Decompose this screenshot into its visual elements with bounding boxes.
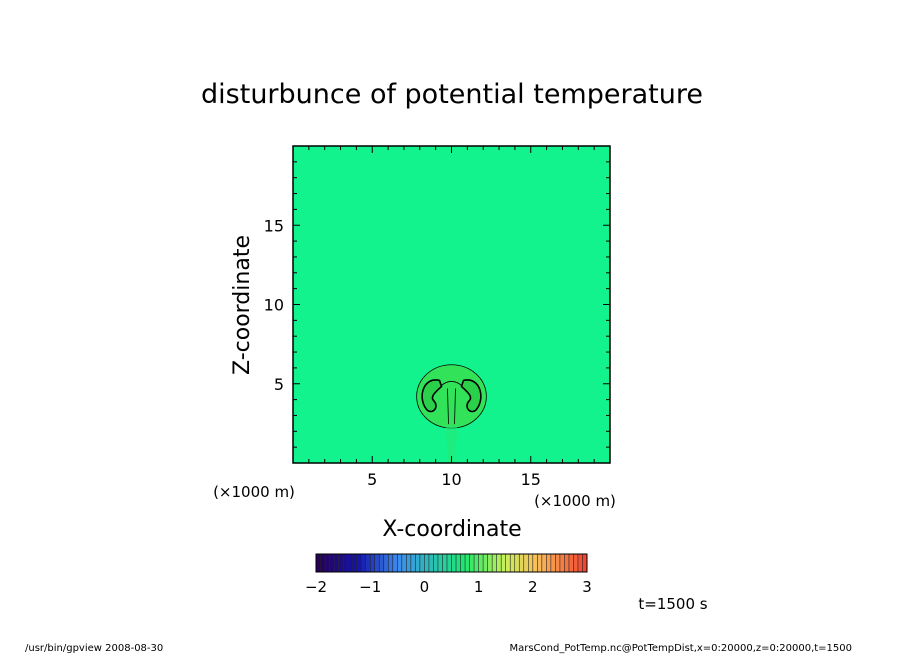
colorbar-stripe: [568, 554, 574, 572]
colorbar-stripe: [424, 554, 429, 572]
colorbar-stripe: [442, 554, 447, 572]
colorbar-stripe: [338, 554, 344, 572]
colorbar-stripe: [550, 554, 556, 572]
colorbar-stripe: [392, 554, 398, 572]
bubble-stem-contour: [447, 388, 456, 425]
colorbar-stripe: [559, 554, 565, 572]
colorbar-stripe: [523, 554, 529, 572]
colorbar-stripe: [325, 554, 330, 572]
colorbar-stripe: [329, 554, 335, 572]
colorbar-stripe: [519, 554, 524, 572]
colorbar-tick-label: 2: [528, 578, 538, 596]
colorbar-stripe: [410, 554, 416, 572]
colorbar-stripe: [546, 554, 551, 572]
colorbar-stripe: [483, 554, 488, 572]
x-tick-label: 5: [367, 470, 377, 489]
colorbar-stripe: [433, 554, 438, 572]
colorbar-stripe: [469, 554, 475, 572]
colorbar-stripe: [383, 554, 389, 572]
colorbar-stripe: [496, 554, 502, 572]
colorbar-tick-label: −1: [359, 578, 381, 596]
colorbar-stripe: [316, 554, 321, 572]
colorbar-stripe: [356, 554, 362, 572]
colorbar-stripe: [370, 554, 375, 572]
colorbar-tick-label: −2: [305, 578, 327, 596]
x-scale-note-right: (×1000 m): [534, 492, 616, 510]
colorbar-stripe: [501, 554, 506, 572]
bubble-left-lobe: [421, 379, 443, 413]
colorbar-stripe: [555, 554, 560, 572]
colorbar-stripe: [492, 554, 497, 572]
y-axis-label: Z-coordinate: [230, 235, 255, 375]
axis-ticks: 5 10 15 5 10 15: [264, 146, 610, 489]
colorbar-stripe: [487, 554, 493, 572]
colorbar-stripe: [460, 554, 466, 572]
colorbar-stripe: [419, 554, 425, 572]
colorbar-tick-label: 1: [474, 578, 484, 596]
time-label: t=1500 s: [638, 595, 707, 613]
thermal-bubble: [416, 364, 487, 463]
x-axis-label: X-coordinate: [382, 517, 521, 542]
plot-area: 5 10 15 5 10 15: [264, 145, 611, 489]
colorbar-stripe: [397, 554, 402, 572]
x-tick-label: 10: [441, 470, 461, 489]
colorbar-stripe: [415, 554, 420, 572]
colorbar-stripe: [343, 554, 348, 572]
colorbar-stripe: [532, 554, 538, 572]
colorbar-stripe: [541, 554, 547, 572]
colorbar-labels: −2 −1 0 1 2 3: [305, 578, 592, 596]
x-tick-label: 15: [521, 470, 541, 489]
colorbar-stripe: [365, 554, 371, 572]
colorbar-stripe: [474, 554, 479, 572]
colorbar-stripes: [315, 554, 587, 572]
colorbar-stripe: [401, 554, 407, 572]
colorbar-stripe: [510, 554, 515, 572]
colorbar-stripe: [374, 554, 380, 572]
colorbar-stripe: [352, 554, 357, 572]
colorbar-stripe: [528, 554, 533, 572]
colorbar-stripe: [465, 554, 470, 572]
colorbar-stripe: [406, 554, 411, 572]
colorbar-stripe: [514, 554, 520, 572]
colorbar-stripe: [451, 554, 457, 572]
colorbar-stripe: [573, 554, 578, 572]
colorbar: −2 −1 0 1 2 3: [305, 553, 592, 596]
bubble-right-lobe: [460, 379, 482, 413]
colorbar-stripe: [456, 554, 461, 572]
colorbar-stripe: [446, 554, 452, 572]
footer-right: MarsCond_PotTemp.nc@PotTempDist,x=0:2000…: [509, 643, 852, 654]
colorbar-stripe: [478, 554, 484, 572]
chart-title: disturbunce of potential temperature: [201, 79, 703, 110]
colorbar-stripe: [564, 554, 569, 572]
colorbar-stripe: [361, 554, 366, 572]
colorbar-tick-label: 3: [582, 578, 592, 596]
colorbar-stripe: [537, 554, 542, 572]
colorbar-stripe: [379, 554, 384, 572]
colorbar-stripe: [347, 554, 353, 572]
colorbar-stripe: [577, 554, 583, 572]
y-tick-label: 5: [274, 375, 284, 394]
colorbar-stripe: [428, 554, 434, 572]
x-scale-note-left: (×1000 m): [213, 483, 295, 501]
colorbar-stripe: [388, 554, 393, 572]
colorbar-frame: [315, 553, 588, 573]
y-tick-label: 15: [264, 216, 284, 235]
footer-left: /usr/bin/gpview 2008-08-30: [25, 643, 163, 654]
colorbar-stripe: [437, 554, 443, 572]
colorbar-stripe: [505, 554, 511, 572]
bubble-plume: [445, 426, 458, 463]
colorbar-stripe: [582, 554, 587, 572]
y-tick-label: 10: [264, 296, 284, 315]
colorbar-stripe: [320, 554, 326, 572]
colorbar-stripe: [334, 554, 339, 572]
colorbar-tick-label: 0: [420, 578, 430, 596]
